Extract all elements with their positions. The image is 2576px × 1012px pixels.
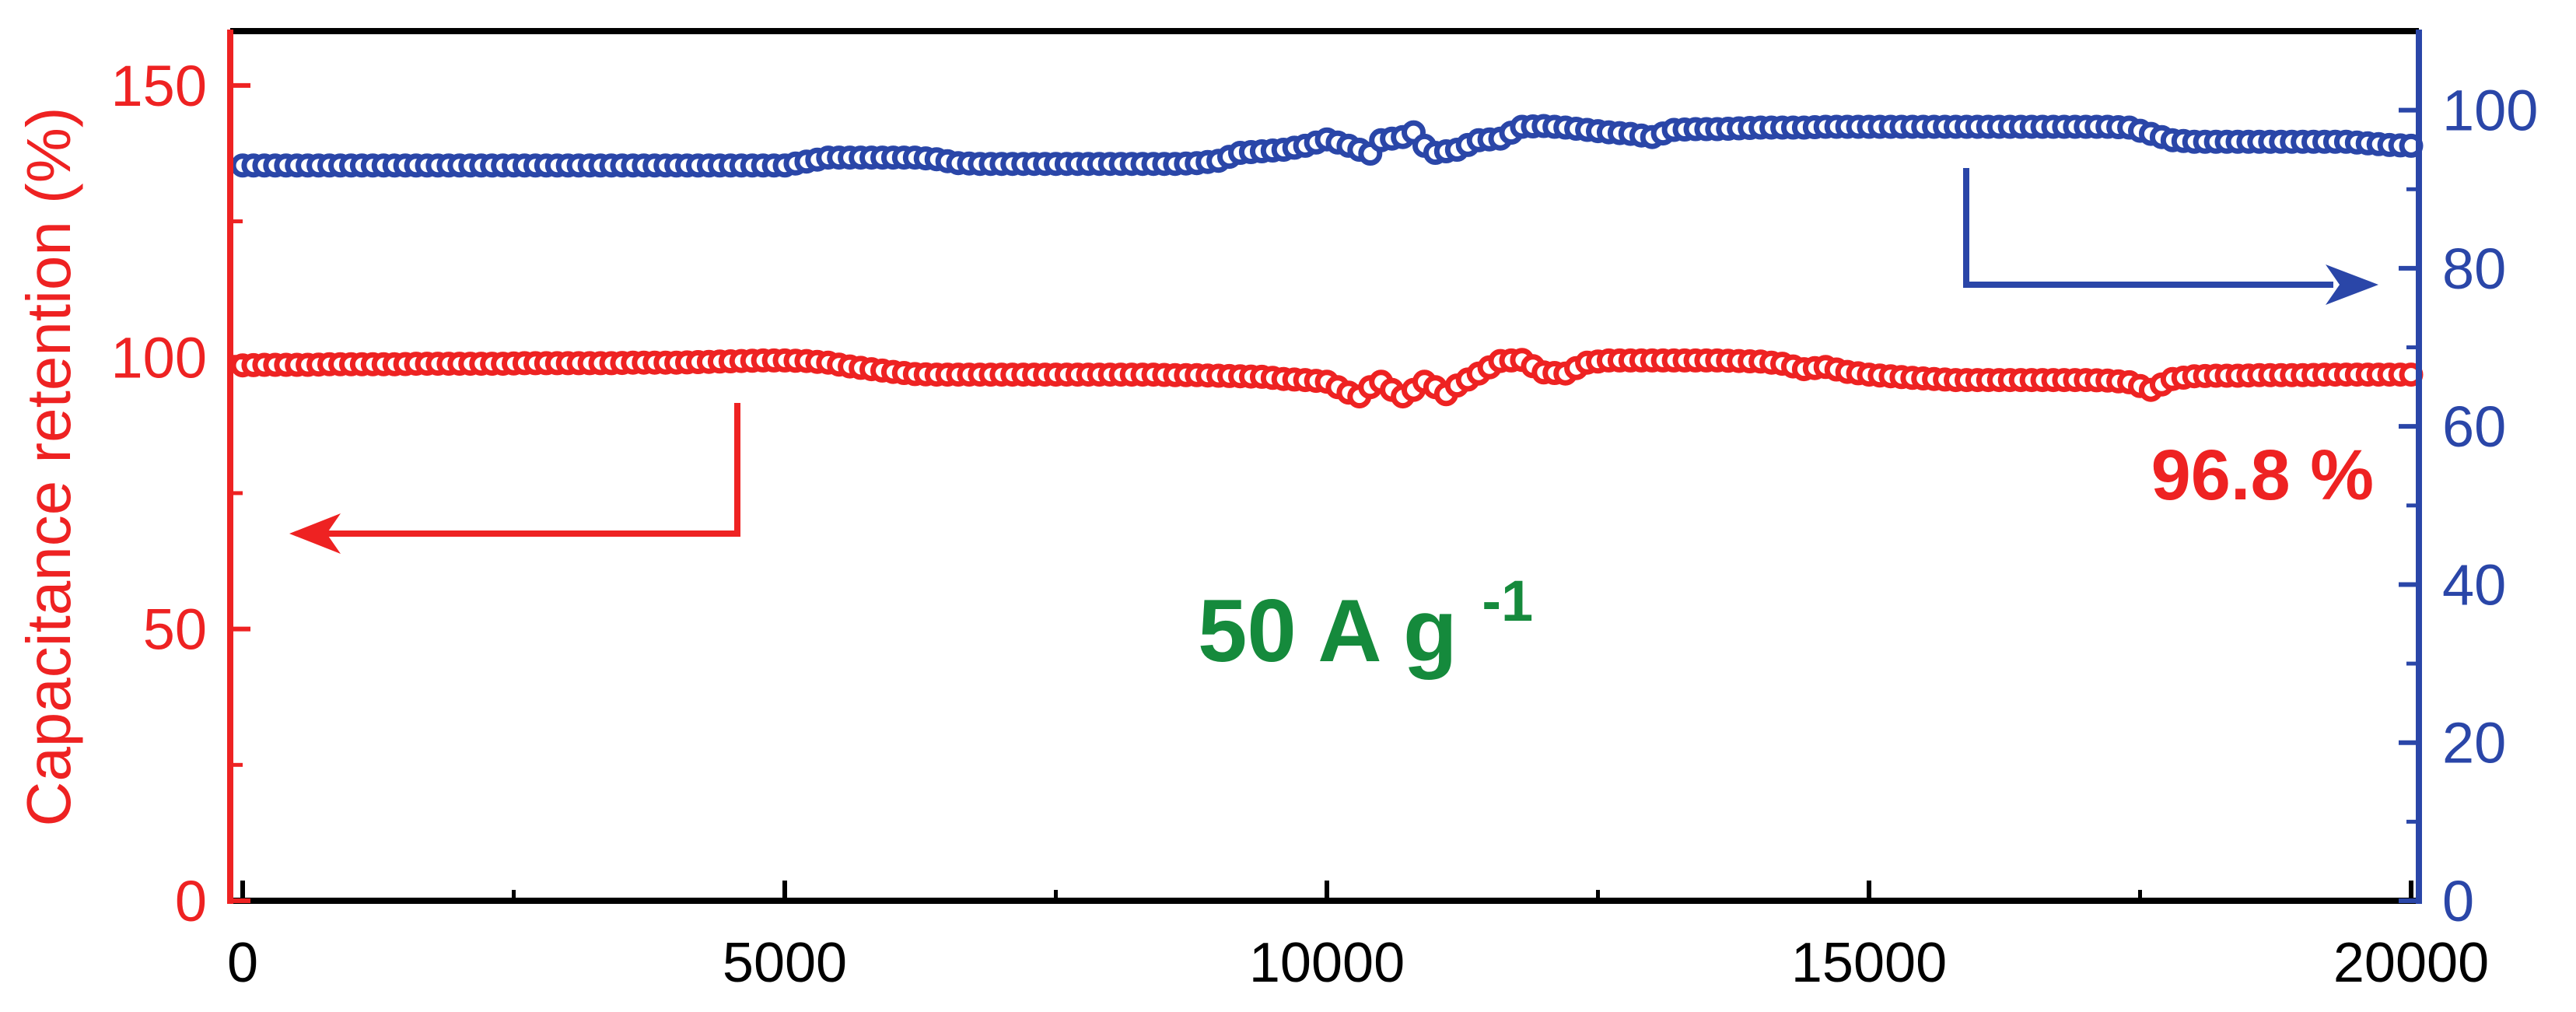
x-tick-label: 15000 <box>1791 932 1947 994</box>
left-axis-arrow <box>327 403 740 537</box>
current-density-annotation: 50 A g -1 <box>1198 569 1533 681</box>
x-ticks: 0 5000 10000 15000 20000 <box>227 881 2489 994</box>
right-axis-arrow <box>1963 168 2333 288</box>
current-density-exponent: -1 <box>1482 569 1533 633</box>
left-tick-label: 0 <box>175 869 207 933</box>
x-tick-label: 10000 <box>1249 932 1405 994</box>
right-tick-label: 60 <box>2442 394 2506 459</box>
right-tick-label: 100 <box>2442 79 2538 143</box>
left-ticks: 0 50 100 150 <box>111 54 250 933</box>
right-tick-label: 40 <box>2442 552 2506 617</box>
right-ticks: 0 20 40 60 80 100 <box>2399 79 2538 933</box>
x-tick-label: 5000 <box>723 932 847 994</box>
x-tick-label: 20000 <box>2333 932 2489 994</box>
left-tick-label: 50 <box>143 597 207 662</box>
right-tick-label: 20 <box>2442 711 2506 776</box>
current-density-text: 50 A g <box>1198 582 1458 681</box>
red-series <box>230 348 2424 409</box>
left-tick-label: 150 <box>111 54 207 118</box>
left-axis-label: Capacitance retention (%) <box>14 107 83 827</box>
right-tick-label: 0 <box>2442 869 2474 933</box>
right-tick-label: 80 <box>2442 236 2506 301</box>
left-tick-label: 100 <box>111 325 207 390</box>
blue-series <box>230 114 2424 178</box>
retention-annotation: 96.8 % <box>2151 436 2374 515</box>
right-arrow-head <box>2326 264 2378 305</box>
x-tick-label: 0 <box>227 932 258 994</box>
left-arrow-head <box>289 513 341 554</box>
